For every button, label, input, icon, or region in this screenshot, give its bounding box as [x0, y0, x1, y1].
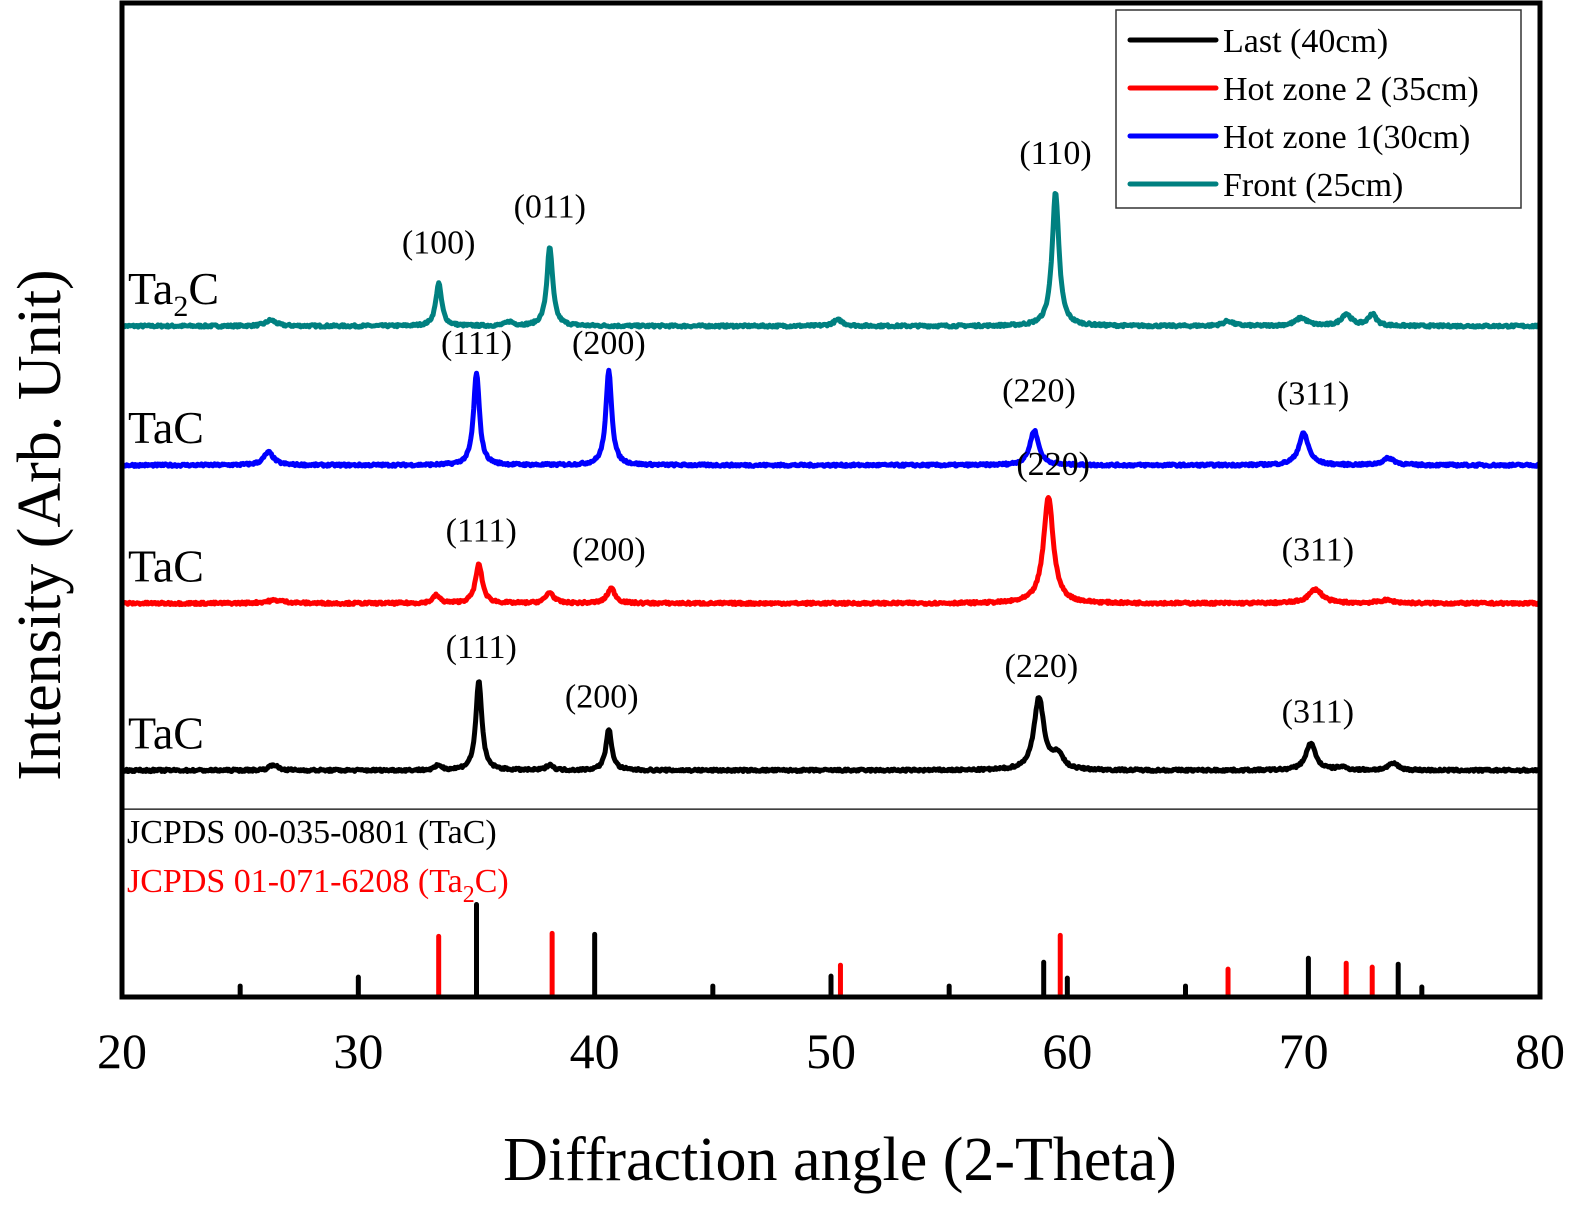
peak-annotations: (100) (011) (110) (111) (200) (220) (311) (111)…: [402, 135, 1354, 731]
legend: Last (40cm) Hot zone 2 (35cm) Hot zone 1(3…: [1115, 9, 1522, 209]
hkl-label: (200): [572, 325, 646, 362]
hkl-label: (311): [1282, 532, 1354, 569]
ref-label-ta2c: JCPDS 01-071-6208 (Ta2C): [127, 863, 509, 908]
x-tick-label: 30: [333, 1023, 383, 1079]
legend-box: [1115, 9, 1522, 209]
legend-label: Hot zone 1(30cm): [1223, 119, 1470, 156]
hkl-label: (200): [565, 679, 639, 716]
hkl-label: (011): [514, 189, 586, 226]
hkl-label: (311): [1282, 694, 1354, 731]
phase-label: TaC: [128, 402, 204, 453]
legend-label: Last (40cm): [1223, 23, 1388, 60]
ref-label-tac: JCPDS 00-035-0801 (TaC): [127, 814, 497, 851]
hkl-label: (111): [446, 513, 517, 550]
x-tick-label: 80: [1515, 1023, 1565, 1079]
series-line-0: [119, 191, 1542, 330]
legend-label: Front (25cm): [1223, 167, 1403, 204]
x-tick-label: 20: [97, 1023, 147, 1079]
legend-label: Hot zone 2 (35cm): [1223, 71, 1479, 108]
hkl-label: (111): [441, 325, 512, 362]
series-line-1: [120, 367, 1542, 469]
hkl-label: (200): [572, 532, 646, 569]
hkl-label: (220): [1002, 373, 1076, 410]
x-tick-label: 50: [806, 1023, 856, 1079]
hkl-label: (100): [402, 224, 476, 261]
x-tick-label: 40: [570, 1023, 620, 1079]
hkl-label: (111): [446, 629, 517, 666]
y-axis-title: Intensity (Arb. Unit): [6, 269, 74, 780]
hkl-label: (110): [1019, 135, 1091, 172]
x-tick-label: 70: [1279, 1023, 1329, 1079]
hkl-label: (220): [1016, 446, 1090, 483]
reference-sticks: [237, 902, 1425, 1000]
hkl-label: (220): [1005, 648, 1079, 685]
series-line-3: [120, 679, 1542, 775]
x-tick-label: 60: [1042, 1023, 1092, 1079]
series-lines: [119, 191, 1543, 775]
hkl-label: (311): [1277, 376, 1349, 413]
series-line-2: [120, 495, 1543, 608]
phase-label: TaC: [128, 707, 204, 758]
plot-frame: [119, 0, 1543, 1000]
phase-label: TaC: [128, 540, 204, 591]
x-axis-title: Diffraction angle (2-Theta): [503, 1126, 1177, 1194]
x-tick-labels: 20 30 40 50 60 70 80: [97, 1023, 1565, 1079]
phase-label: Ta2C: [128, 263, 219, 323]
phase-labels: Ta2C TaC TaC TaC: [128, 263, 219, 758]
